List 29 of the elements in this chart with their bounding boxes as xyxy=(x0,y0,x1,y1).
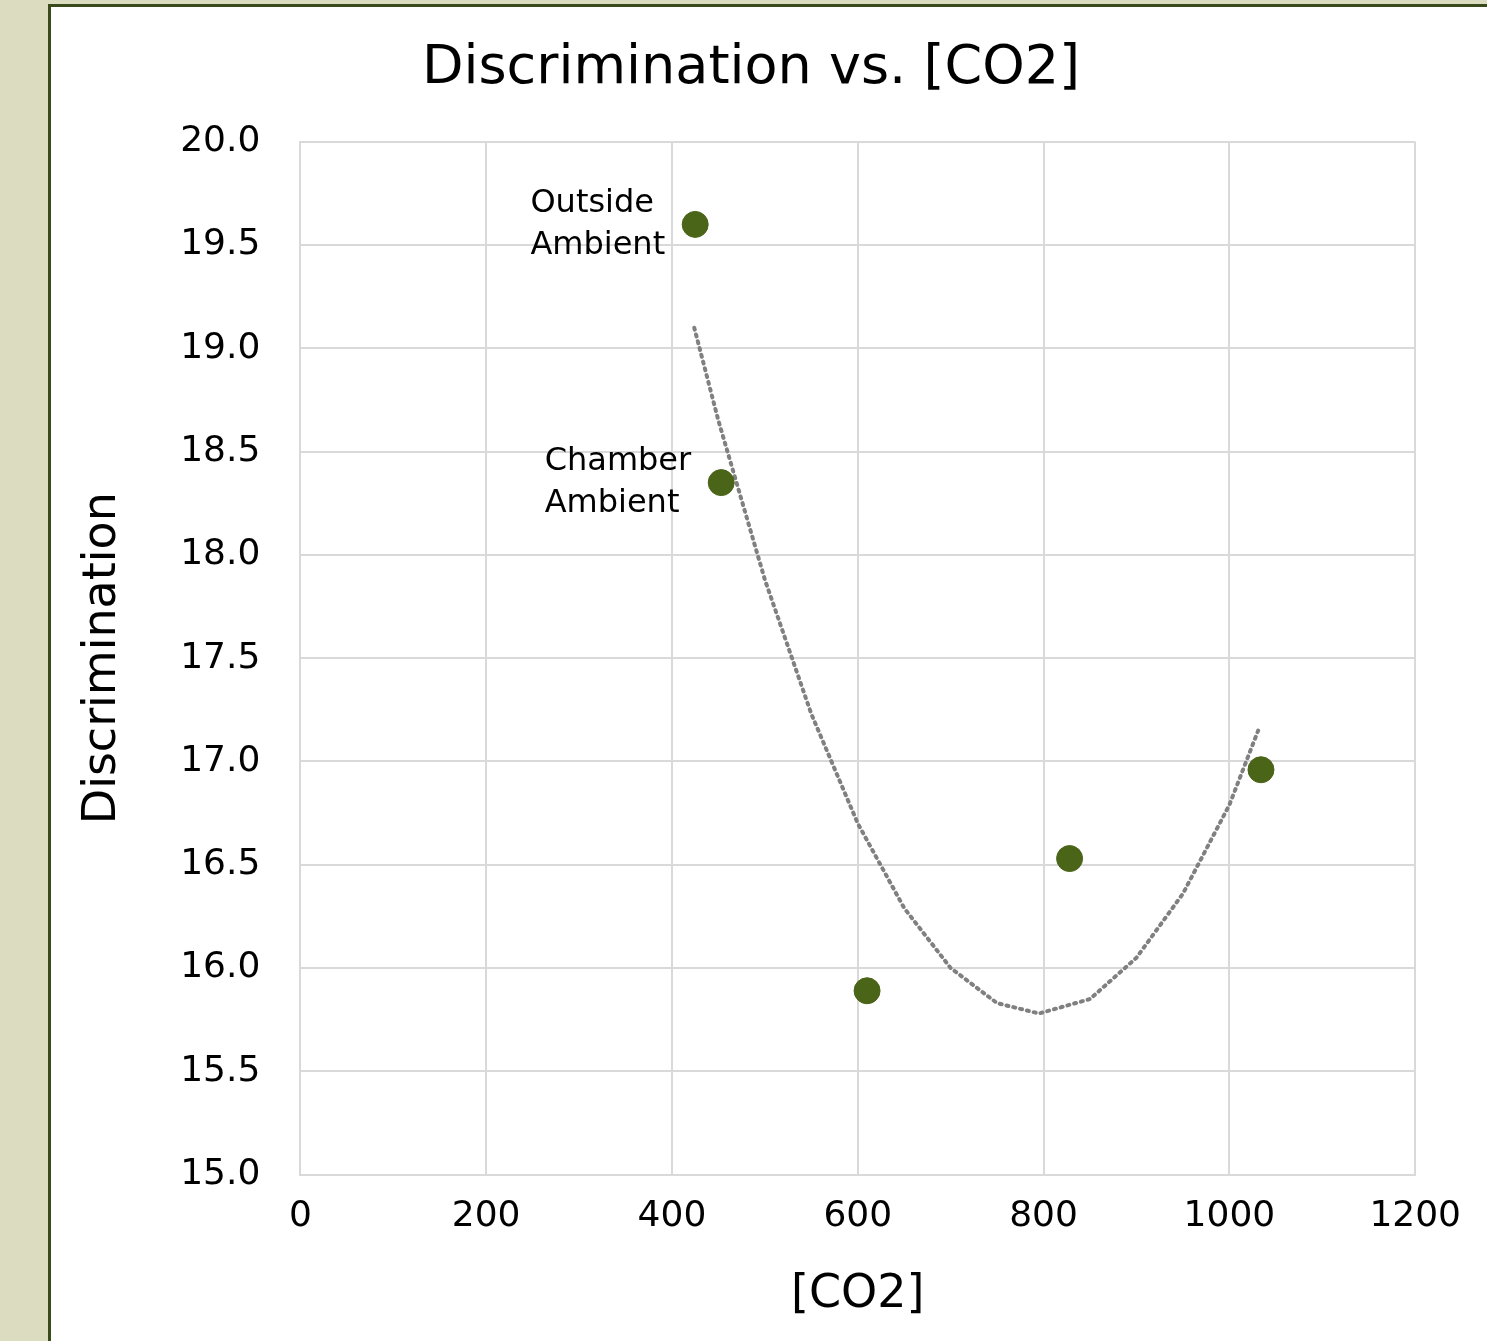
point xyxy=(681,210,709,238)
line-series xyxy=(692,325,1261,1016)
point xyxy=(1247,756,1275,784)
y-tick-label: 17.5 xyxy=(180,634,261,676)
y-tick-label: 18.0 xyxy=(180,531,261,573)
y-tick-label: 16.0 xyxy=(180,944,261,986)
x-tick-label: 400 xyxy=(637,1192,707,1234)
point xyxy=(1056,845,1084,873)
y-tick-label: 18.5 xyxy=(180,428,261,469)
annotation: Outside Ambient xyxy=(530,181,666,262)
x-tick-label: 200 xyxy=(451,1192,521,1234)
chart-title: Discrimination vs. [CO2] xyxy=(421,33,1081,97)
y-tick-label: 20.0 xyxy=(180,118,261,160)
y-tick-label: 15.5 xyxy=(180,1047,261,1089)
x-tick-label: 1000 xyxy=(1183,1192,1276,1234)
x-axis-title: [CO2] xyxy=(791,1264,925,1319)
x-tick-label: 0 xyxy=(288,1192,312,1234)
y-tick-label: 17.0 xyxy=(180,737,261,779)
annotation: Chamber Ambient xyxy=(544,439,693,520)
x-tick-label: 600 xyxy=(823,1192,893,1234)
point xyxy=(707,469,735,497)
x-tick-label: 1200 xyxy=(1369,1192,1461,1234)
y-axis-title: Discrimination xyxy=(71,492,126,825)
y-tick-label: 19.5 xyxy=(180,221,261,263)
y-tick-label: 15.0 xyxy=(180,1150,261,1192)
x-tick-label: 800 xyxy=(1009,1192,1078,1234)
y-tick-label: 19.0 xyxy=(180,324,261,366)
y-tick-label: 16.5 xyxy=(180,841,261,883)
point xyxy=(853,977,881,1005)
